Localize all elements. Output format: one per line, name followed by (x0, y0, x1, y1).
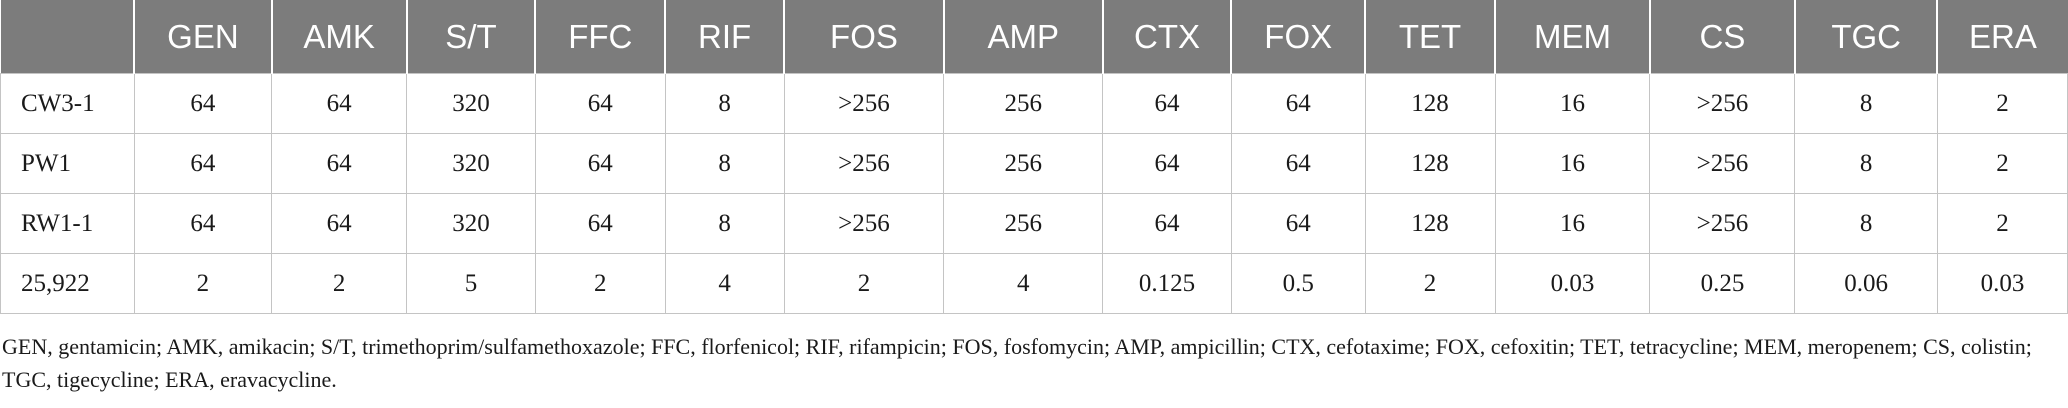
mic-value-cell: 64 (271, 73, 408, 134)
mic-value-cell: 4 (943, 253, 1104, 314)
header-cell-ctx: CTX (1101, 0, 1232, 74)
header-cell-era: ERA (1936, 0, 2068, 74)
mic-value-cell: 64 (271, 133, 408, 194)
mic-value-cell: 64 (1230, 193, 1366, 254)
mic-value-cell: 128 (1364, 73, 1496, 134)
header-row: GEN AMK S/T FFC RIF FOS AMP CTX FOX TET MEM CS TGC ER… (0, 0, 2068, 74)
table-row: 25,922 2 2 5 2 4 2 4 0.125 0.5 2 0.03 0.25 0.06 0.03 (0, 253, 2068, 314)
mic-value-cell: 8 (664, 73, 785, 134)
mic-value-cell: 2 (1936, 133, 2068, 194)
mic-value-cell: 8 (664, 133, 785, 194)
header-cell-rif: RIF (664, 0, 784, 74)
mic-value-cell: 8 (1794, 73, 1938, 134)
mic-value-cell: 320 (406, 133, 536, 194)
table-header: GEN AMK S/T FFC RIF FOS AMP CTX FOX TET MEM CS TGC ER… (0, 0, 2068, 74)
mic-value-cell: 320 (406, 193, 536, 254)
mic-value-cell: 64 (271, 193, 408, 254)
mic-value-cell: 64 (133, 133, 273, 194)
mic-value-cell: >256 (783, 133, 945, 194)
header-cell-s-t: S/T (405, 0, 536, 74)
mic-value-cell: 128 (1364, 133, 1496, 194)
mic-value-cell: 0.06 (1794, 253, 1938, 314)
mic-value-cell: 2 (534, 253, 666, 314)
strain-label-cell: RW1-1 (0, 193, 135, 254)
header-cell-tgc: TGC (1793, 0, 1938, 74)
mic-value-cell: 64 (534, 73, 666, 134)
mic-value-cell: 2 (271, 253, 408, 314)
header-cell-tet: TET (1364, 0, 1496, 74)
mic-value-cell: 2 (783, 253, 945, 314)
mic-value-cell: 8 (664, 193, 785, 254)
mic-value-cell: 16 (1494, 133, 1651, 194)
strain-label-cell: 25,922 (0, 253, 135, 314)
header-cell-fos: FOS (783, 0, 944, 74)
mic-value-cell: 0.03 (1936, 253, 2068, 314)
header-cell-cs: CS (1648, 0, 1795, 74)
mic-value-cell: 64 (534, 133, 666, 194)
mic-value-cell: 2 (1364, 253, 1496, 314)
strain-label-cell: PW1 (0, 133, 135, 194)
header-cell-gen: GEN (133, 0, 272, 74)
header-cell-amk: AMK (270, 0, 407, 74)
mic-value-cell: 0.25 (1649, 253, 1796, 314)
mic-value-cell: 64 (1102, 193, 1232, 254)
table-row: PW1 64 64 320 64 8 >256 256 64 64 128 16 >256 8 2 (0, 133, 2068, 194)
mic-value-cell: 64 (1230, 73, 1366, 134)
mic-value-cell: 64 (133, 73, 273, 134)
mic-value-cell: 8 (1794, 133, 1938, 194)
header-cell-amp: AMP (942, 0, 1103, 74)
table-body: CW3-1 64 64 320 64 8 >256 256 64 64 128 16 >256 8 2 PW1… (0, 73, 2068, 314)
header-cell-ffc: FFC (534, 0, 666, 74)
mic-value-cell: 0.5 (1230, 253, 1366, 314)
header-cell-fox: FOX (1230, 0, 1366, 74)
mic-value-cell: 64 (133, 193, 273, 254)
table-row: CW3-1 64 64 320 64 8 >256 256 64 64 128 16 >256 8 2 (0, 73, 2068, 134)
table-footnote: GEN, gentamicin; AMK, amikacin; S/T, tri… (2, 334, 2032, 392)
mic-value-cell: 0.125 (1102, 253, 1232, 314)
mic-value-cell: 8 (1794, 193, 1938, 254)
header-cell-mem: MEM (1494, 0, 1650, 74)
mic-value-cell: 16 (1494, 193, 1651, 254)
mic-value-cell: >256 (783, 193, 945, 254)
mic-value-cell: 128 (1364, 193, 1496, 254)
table-row: RW1-1 64 64 320 64 8 >256 256 64 64 128 16 >256 8 2 (0, 193, 2068, 254)
mic-value-cell: >256 (1649, 133, 1796, 194)
mic-value-cell: 2 (133, 253, 273, 314)
mic-value-cell: 320 (406, 73, 536, 134)
header-cell-blank (0, 0, 135, 74)
mic-value-cell: >256 (1649, 73, 1796, 134)
mic-table: GEN AMK S/T FFC RIF FOS AMP CTX FOX TET MEM CS TGC ER… (0, 0, 2068, 314)
mic-value-cell: >256 (783, 73, 945, 134)
mic-value-cell: 256 (943, 193, 1104, 254)
mic-value-cell: 5 (406, 253, 536, 314)
mic-value-cell: 4 (664, 253, 785, 314)
mic-value-cell: 0.03 (1494, 253, 1651, 314)
mic-value-cell: 64 (1102, 133, 1232, 194)
mic-value-cell: 64 (534, 193, 666, 254)
mic-value-cell: 64 (1102, 73, 1232, 134)
mic-value-cell: 2 (1936, 73, 2068, 134)
mic-value-cell: >256 (1649, 193, 1796, 254)
mic-value-cell: 16 (1494, 73, 1651, 134)
mic-table-container: GEN AMK S/T FFC RIF FOS AMP CTX FOX TET MEM CS TGC ER… (0, 0, 2068, 314)
mic-value-cell: 64 (1230, 133, 1366, 194)
mic-value-cell: 2 (1936, 193, 2068, 254)
mic-value-cell: 256 (943, 133, 1104, 194)
mic-value-cell: 256 (943, 73, 1104, 134)
strain-label-cell: CW3-1 (0, 73, 135, 134)
